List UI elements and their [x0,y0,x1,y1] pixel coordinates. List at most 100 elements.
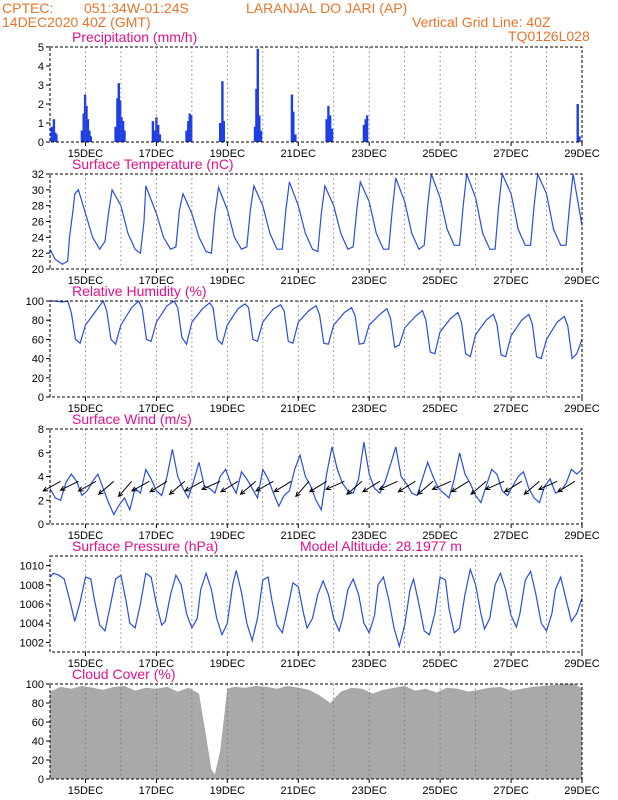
panel-6-xtick-label-3: 21DEC [281,785,317,797]
header-datetime: 14DEC2020 40Z (GMT) [2,14,151,30]
wind-arrow-20 [397,480,416,493]
panel-1-bar-6 [82,113,85,142]
wind-arrow-11 [239,480,257,496]
panel-4-xtick-label-2: 19DEC [210,530,246,542]
panel-5-xtick-label-4: 23DEC [351,658,387,670]
panel-3-xtick-label-4: 23DEC [351,403,387,415]
panel-1-bar-19 [151,121,155,142]
panel-1-bar-0 [50,126,53,142]
wind-arrow-17 [346,480,363,496]
panel-1-bar-29 [221,81,224,142]
wind-arrow-21 [417,480,434,496]
panel-1-bar-2 [52,119,56,142]
panel-1-bar-14 [117,83,120,142]
panel-1-bar-31 [253,126,257,142]
panel-1-ytick-label-0: 0 [38,137,44,149]
panel-3-ytick-label-3: 60 [32,334,44,346]
panel-2-xtick-label-3: 21DEC [281,275,317,287]
panel-5-xtick-label-3: 21DEC [281,658,317,670]
wind-arrow-0 [42,480,61,492]
wind-arrow-24 [470,480,487,496]
panel-2-frame [49,173,583,270]
wind-arrow-10 [220,480,239,493]
header-location: LARANJAL DO JARI (AP) [246,0,408,16]
wind-arrow-22 [431,480,452,490]
wind-arrow-23 [450,480,469,493]
panel-4-ytick-label-4: 8 [38,424,44,436]
panel-6-ytick-label-1: 20 [32,755,44,767]
wind-arrow-9 [200,480,221,490]
panel-6-frame [49,683,583,780]
panel-3-xtick-label-7: 29DEC [564,403,600,415]
header-run-code: TQ0126L028 [508,28,590,44]
panel-6-ytick-label-0: 0 [38,774,44,786]
panel-1-bar-8 [85,105,88,142]
panel-1-bar-12 [114,126,117,142]
panel-1-bar-5 [80,130,84,142]
wind-arrow-3 [97,480,115,496]
panel-3-xtick-label-5: 25DEC [422,403,458,415]
panel-6-ytick-label-3: 60 [32,717,44,729]
panel-2-xtick-label-7: 29DEC [564,275,600,287]
panel-1-bar-40 [327,105,330,142]
panel-6-xtick-label-1: 17DEC [139,785,175,797]
wind-arrow-2 [77,480,97,492]
panel-1-bar-17 [121,121,125,142]
panel-5-xtick-label-0: 15DEC [68,658,104,670]
panel-1-bar-42 [330,128,334,142]
panel-1-bar-7 [83,94,87,142]
panel-5-ytick-label-4: 1010 [20,561,44,573]
panel-1-bar-23 [158,134,162,142]
panel-1-bar-24 [185,130,188,142]
panel-3-ytick-label-1: 20 [32,373,44,385]
panel-1-ytick-label-3: 3 [38,80,44,92]
panel-5-title: Surface Pressure (hPa) [72,538,218,554]
panel-3-xtick-label-0: 15DEC [68,403,104,415]
panel-2-xtick-label-5: 25DEC [422,275,458,287]
panel-1-xtick-label-2: 19DEC [210,148,246,160]
panel-2-ytick-label-4: 28 [32,201,44,213]
panel-1-xtick-label-0: 15DEC [68,148,104,160]
panel-1-bar-26 [188,113,191,142]
panel-1-bar-10 [88,130,91,142]
wind-arrow-29 [556,480,576,493]
panel-4-line [49,442,583,516]
panel-2-xtick-label-0: 15DEC [68,275,104,287]
panel-1-bar-30 [222,121,225,142]
panel-1-bar-43 [362,124,366,142]
panel-2-ytick-label-6: 32 [32,169,44,181]
panel-1-bar-27 [190,115,193,142]
wind-arrow-26 [503,480,522,493]
panel-3-ytick-label-2: 40 [32,354,44,366]
wind-arrow-5 [130,480,150,492]
panel-1-bar-41 [329,115,332,142]
panel-4-xtick-label-5: 25DEC [422,530,458,542]
panel-1-xtick-label-3: 21DEC [281,148,317,160]
panel-1-bar-32 [255,88,258,142]
panel-6-ytick-label-4: 80 [32,698,44,710]
panel-1-xtick-label-6: 27DEC [493,148,529,160]
panel-1-bar-45 [365,115,369,142]
panel-5-ytick-label-2: 1006 [20,599,44,611]
panel-1-bar-28 [219,123,222,142]
panel-4-xtick-label-1: 17DEC [139,530,175,542]
panel-4-xtick-label-3: 21DEC [281,530,317,542]
panel-1-bar-18 [123,130,126,142]
panel-1-ytick-label-2: 2 [38,99,44,111]
panel-2-title: Surface Temperature (nC) [72,156,234,172]
panel-3-xtick-label-1: 17DEC [139,403,175,415]
panel-1-bar-39 [325,119,328,142]
panel-1-bar-22 [157,124,160,142]
panel-1-bar-11 [89,136,92,142]
panel-3-ytick-label-5: 100 [26,296,44,308]
model-altitude-label: Model Altitude: 28.1977 m [300,538,462,554]
panel-6-title: Cloud Cover (%) [72,666,175,682]
panel-3-line [50,299,583,360]
panel-1-bar-47 [578,136,581,142]
panel-3-xtick-label-2: 19DEC [210,403,246,415]
panel-1-bar-13 [116,98,119,142]
panel-1-bar-44 [364,119,367,142]
panel-1-bar-33 [256,48,259,142]
panel-2-ytick-label-1: 22 [32,248,44,260]
